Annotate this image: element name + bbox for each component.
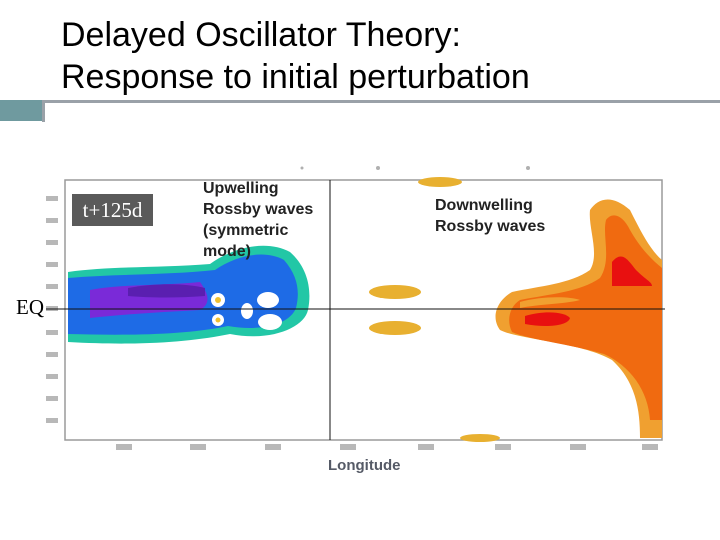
title-accent-block — [0, 100, 42, 121]
intermediate-signal — [369, 177, 500, 442]
title-divider-notch — [42, 100, 45, 122]
downwelling-annotation-line: Rossby waves — [435, 218, 546, 235]
slide-title-line-1: Delayed Oscillator Theory: — [61, 16, 461, 54]
downwelling-annotation: Downwelling Rossby waves — [435, 195, 545, 237]
title-divider-line — [42, 100, 720, 103]
upwelling-annotation: Upwelling Rossby waves (symmetric mode) — [203, 178, 313, 262]
time-label-badge: t+125d — [72, 194, 153, 226]
slide-title-line-2: Response to initial perturbation — [61, 58, 530, 96]
x-axis-label: Longitude — [328, 457, 401, 474]
hovmoller-plot — [46, 166, 665, 450]
upwelling-annotation-line: Rossby waves — [203, 201, 314, 218]
downwelling-annotation-line: Downwelling — [435, 197, 533, 214]
slide-title: Delayed Oscillator Theory: Response to i… — [61, 14, 701, 98]
wave-response-figure: Longitude — [0, 120, 720, 480]
upwelling-annotation-line: mode) — [203, 243, 251, 260]
x-tick-marks — [116, 444, 658, 450]
upwelling-annotation-line: (symmetric — [203, 222, 289, 239]
downwelling-wave-signal — [495, 196, 662, 438]
top-dots — [300, 166, 530, 170]
equator-label: EQ — [16, 295, 44, 319]
upwelling-annotation-line: Upwelling — [203, 180, 279, 197]
